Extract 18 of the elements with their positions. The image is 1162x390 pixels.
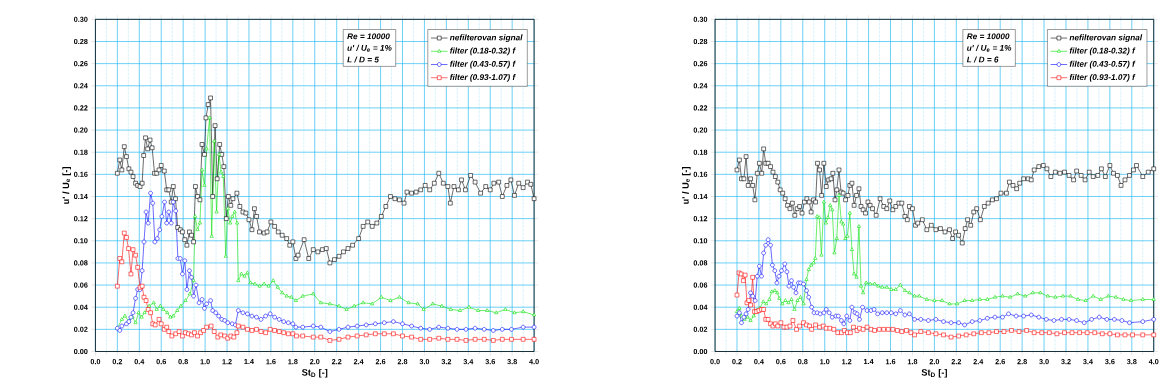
annotation: Re = 10000	[966, 33, 1010, 40]
annotation: u' / U$_{e}$ = 1%	[347, 44, 392, 52]
legend-label: filter (0.93-1.07) f	[1069, 73, 1136, 82]
y-axis-title: u' / U$_{e}$ [-]	[682, 166, 691, 204]
annotation: L / D = 5	[347, 56, 379, 63]
legend-label: filter (0.93-1.07) f	[450, 73, 516, 82]
legend-label: filter (0.43-0.57) f	[450, 60, 516, 69]
legend-label: nefilterovan signal	[449, 34, 523, 42]
legend-label: nefilterovan signal	[1069, 34, 1143, 42]
annotation: u' / U$_{e}$ = 1%	[967, 44, 1012, 52]
x-axis-title: St$_{D}$ [-]	[301, 368, 328, 378]
y-axis-title: u' / U$_{e}$ [-]	[62, 166, 71, 204]
annotation: L / D = 6	[966, 56, 999, 63]
legend-label: filter (0.18-0.32) f	[1069, 47, 1136, 56]
x-axis-title: St$_{D}$ [-]	[921, 368, 947, 378]
legend-label: filter (0.18-0.32) f	[450, 47, 516, 56]
annotation: Re = 10000	[347, 33, 390, 40]
legend-label: filter (0.43-0.57) f	[1069, 60, 1136, 69]
